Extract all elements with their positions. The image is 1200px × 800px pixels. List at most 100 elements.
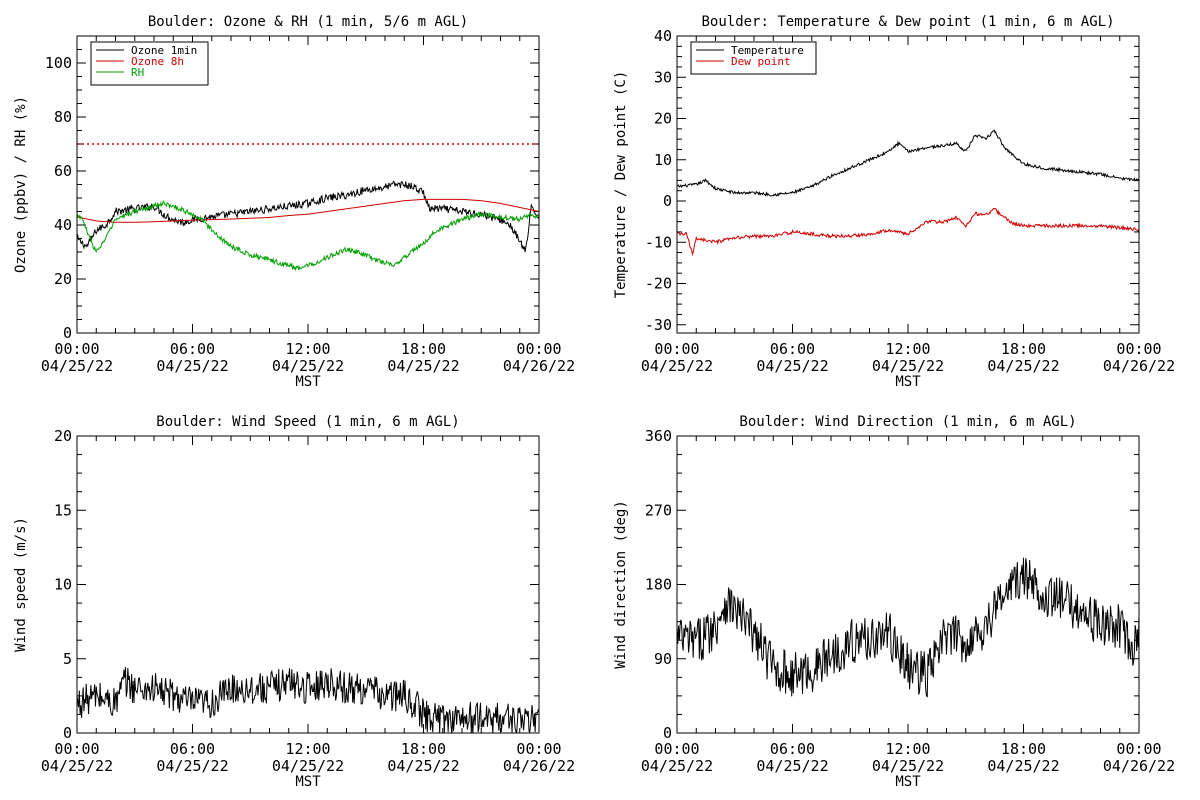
y-tick-label: 15 xyxy=(54,501,72,519)
legend-label: Ozone 8h xyxy=(131,55,184,68)
chart-title: Boulder: Temperature & Dew point (1 min,… xyxy=(701,14,1114,30)
x-tick-label-date: 04/25/22 xyxy=(756,757,828,775)
x-tick-label-date: 04/25/22 xyxy=(272,357,344,375)
x-tick-label-time: 00:00 xyxy=(516,740,561,758)
y-tick-label: 20 xyxy=(54,270,72,288)
x-tick-label-date: 04/25/22 xyxy=(987,357,1059,375)
panel-ozone: Boulder: Ozone & RH (1 min, 5/6 m AGL) 0 2… xyxy=(13,14,575,390)
y-tick-label: 20 xyxy=(54,427,72,445)
y-axis-label: Wind direction (deg) xyxy=(613,500,629,669)
chart-title: Boulder: Wind Speed (1 min, 6 m AGL) xyxy=(156,414,459,430)
x-tick-label-time: 06:00 xyxy=(170,340,215,358)
x-tick-label-time: 00:00 xyxy=(54,340,99,358)
x-tick-label-date: 04/25/22 xyxy=(41,357,113,375)
series-line-ozone-1min xyxy=(77,180,539,253)
x-tick-label-date: 04/25/22 xyxy=(756,357,828,375)
y-tick-label: 270 xyxy=(645,501,672,519)
plot-frame xyxy=(676,435,1140,734)
chart-title: Boulder: Ozone & RH (1 min, 5/6 m AGL) xyxy=(148,14,468,30)
x-tick-label-date: 04/25/22 xyxy=(872,357,944,375)
plot-frame xyxy=(76,435,540,734)
x-axis-label: MST xyxy=(295,374,321,390)
x-tick-label-time: 18:00 xyxy=(401,740,446,758)
x-tick-label-date: 04/25/22 xyxy=(41,757,113,775)
series-line-wind-direction xyxy=(677,557,1139,698)
y-tick-label: -10 xyxy=(645,233,672,251)
y-tick-label: 80 xyxy=(54,108,72,126)
y-axis-label: Wind speed (m/s) xyxy=(13,517,29,652)
x-tick-label-date: 04/26/22 xyxy=(1103,757,1175,775)
x-tick-label-date: 04/25/22 xyxy=(641,757,713,775)
y-tick-label: 40 xyxy=(54,216,72,234)
y-tick-label: 360 xyxy=(645,427,672,445)
y-tick-label: 20 xyxy=(654,110,672,128)
x-tick-label-date: 04/25/22 xyxy=(641,357,713,375)
x-tick-label-date: 04/26/22 xyxy=(1103,357,1175,375)
x-tick-label-date: 04/25/22 xyxy=(387,357,459,375)
panel-wdir: Boulder: Wind Direction (1 min, 6 m AGL)… xyxy=(613,414,1175,790)
plot-frame xyxy=(676,35,1140,334)
x-tick-label-time: 00:00 xyxy=(654,340,699,358)
x-tick-label-date: 04/25/22 xyxy=(156,757,228,775)
legend-label: Ozone 1min xyxy=(131,44,197,57)
legend-label: RH xyxy=(131,66,144,79)
series-line-ozone-8h xyxy=(77,198,539,223)
x-tick-label-time: 18:00 xyxy=(401,340,446,358)
series-line-wind-speed xyxy=(77,667,539,733)
legend-label: Dew point xyxy=(731,55,791,68)
x-tick-label-date: 04/25/22 xyxy=(872,757,944,775)
y-tick-label: -20 xyxy=(645,275,672,293)
y-tick-label: 60 xyxy=(54,162,72,180)
y-tick-label: 0 xyxy=(63,724,72,742)
x-tick-label-date: 04/25/22 xyxy=(387,757,459,775)
x-tick-label-time: 18:00 xyxy=(1001,740,1046,758)
plot-frame xyxy=(76,35,540,334)
y-tick-label: 40 xyxy=(654,27,672,45)
x-tick-label-time: 00:00 xyxy=(54,740,99,758)
x-tick-label-time: 12:00 xyxy=(285,340,330,358)
panel-wspd: Boulder: Wind Speed (1 min, 6 m AGL) 0 5 10… xyxy=(13,414,575,790)
x-tick-label-time: 06:00 xyxy=(770,340,815,358)
y-tick-label: 100 xyxy=(45,54,72,72)
y-tick-label: 0 xyxy=(663,192,672,210)
x-tick-label-time: 00:00 xyxy=(654,740,699,758)
legend-box xyxy=(690,41,817,75)
x-tick-label-time: 06:00 xyxy=(770,740,815,758)
y-tick-label: 5 xyxy=(63,650,72,668)
series-line-temperature xyxy=(677,129,1139,197)
y-tick-label: 10 xyxy=(54,576,72,594)
x-tick-label-time: 00:00 xyxy=(1116,740,1161,758)
series-line-dew-point xyxy=(677,207,1139,257)
y-tick-label: 0 xyxy=(63,324,72,342)
y-tick-label: 0 xyxy=(663,724,672,742)
panel-temp: Boulder: Temperature & Dew point (1 min,… xyxy=(613,14,1175,390)
chart-title: Boulder: Wind Direction (1 min, 6 m AGL) xyxy=(739,414,1076,430)
y-axis-label: Ozone (ppbv) / RH (%) xyxy=(13,96,29,273)
x-tick-label-time: 00:00 xyxy=(516,340,561,358)
x-tick-label-time: 18:00 xyxy=(1001,340,1046,358)
y-tick-label: 180 xyxy=(645,576,672,594)
y-tick-label: 10 xyxy=(654,151,672,169)
x-axis-label: MST xyxy=(895,374,921,390)
x-tick-label-date: 04/26/22 xyxy=(503,757,575,775)
y-tick-label: -30 xyxy=(645,316,672,334)
x-tick-label-time: 06:00 xyxy=(170,740,215,758)
y-tick-label: 30 xyxy=(654,68,672,86)
legend-box xyxy=(90,41,209,86)
x-axis-label: MST xyxy=(895,774,921,790)
x-tick-label-time: 00:00 xyxy=(1116,340,1161,358)
series-line-rh xyxy=(77,199,539,272)
x-tick-label-time: 12:00 xyxy=(885,740,930,758)
x-tick-label-date: 04/25/22 xyxy=(156,357,228,375)
y-tick-label: 90 xyxy=(654,650,672,668)
x-tick-label-time: 12:00 xyxy=(885,340,930,358)
y-axis-label: Temperature / Dew point (C) xyxy=(613,71,629,299)
legend-label: Temperature xyxy=(731,44,804,57)
x-tick-label-date: 04/26/22 xyxy=(503,357,575,375)
x-tick-label-date: 04/25/22 xyxy=(987,757,1059,775)
x-tick-label-time: 12:00 xyxy=(285,740,330,758)
x-axis-label: MST xyxy=(295,774,321,790)
